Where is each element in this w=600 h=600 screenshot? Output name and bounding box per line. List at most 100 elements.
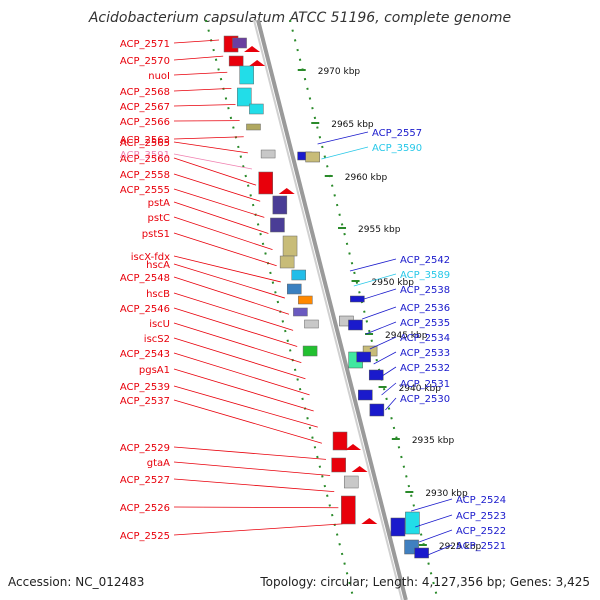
gene-label-left: gtaA [147, 458, 170, 469]
gene-label-left: hscA [146, 260, 170, 271]
gene-block [405, 511, 420, 535]
gene-label-left: nuoI [148, 71, 170, 82]
gene-connector [422, 544, 453, 558]
gene-connector [173, 201, 269, 234]
gene-label-right: ACP_2531 [400, 379, 450, 390]
gene-label-left: pstA [148, 198, 170, 209]
gene-block [260, 149, 276, 159]
gene-block [291, 269, 306, 281]
gene-connector [173, 55, 224, 61]
scale-label: 2940 kbp [399, 384, 442, 394]
gene-connector [173, 478, 335, 493]
gene-connector [173, 322, 302, 363]
gene-connector [173, 292, 294, 331]
gene-block [246, 123, 261, 131]
backbone-line [256, 19, 408, 600]
scale-label: 2965 kbp [331, 120, 374, 130]
gene-block [414, 547, 429, 559]
gene-arrow [278, 188, 295, 194]
gene-block [343, 475, 359, 489]
scale-label: 2950 kbp [372, 278, 415, 288]
gene-label-left: ACP_2570 [120, 56, 170, 67]
gene-connector [173, 368, 314, 412]
scale-label: 2970 kbp [318, 67, 361, 77]
gene-label-left: ACP_2555 [120, 185, 170, 196]
gene-block [356, 351, 371, 363]
gene-connector [173, 461, 331, 476]
gene-connector [415, 514, 453, 528]
gene-connector [377, 366, 397, 380]
gene-block [341, 495, 356, 525]
gene-label-left: ACP_2565 [120, 138, 170, 149]
gene-block [258, 171, 273, 195]
gene-label-right: ACP_2530 [400, 394, 450, 405]
scale-label: 2945 kbp [385, 331, 428, 341]
gene-label-left: ACP_2560 [120, 154, 170, 165]
genome-summary-text: Topology: circular; Length: 4,127,356 bp… [260, 575, 590, 589]
gene-connector [173, 71, 228, 76]
gene-block [228, 55, 244, 67]
backbone-shadow [252, 19, 403, 600]
gene-label-left: ACP_2567 [120, 102, 170, 113]
gene-block [249, 103, 264, 115]
gene-label-right: ACP_2532 [400, 363, 450, 374]
gene-block [279, 255, 295, 269]
gene-block [270, 217, 285, 233]
gene-label-right: ACP_3590 [372, 143, 422, 154]
gene-label-left: ACP_2527 [120, 475, 170, 486]
gene-label-left: ACP_2529 [120, 443, 170, 454]
gene-label-right: ACP_2538 [400, 285, 450, 296]
gene-block [298, 295, 313, 305]
gene-connector [173, 523, 343, 536]
gene-label-left: pstS1 [142, 229, 170, 240]
gene-connector [173, 104, 236, 107]
gene-connector [418, 529, 453, 543]
gene-connector [321, 146, 369, 160]
gene-label-right: ACP_2535 [400, 318, 450, 329]
gene-block [237, 87, 252, 107]
gene-label-right: ACP_2523 [456, 511, 506, 522]
gene-block [331, 457, 346, 473]
gene-label-right: ACP_2557 [372, 128, 422, 139]
scale-label: 2955 kbp [358, 225, 401, 235]
gene-block [232, 37, 247, 49]
gene-label-right: ACP_2536 [400, 303, 450, 314]
gene-label-left: ACP_2571 [120, 39, 170, 50]
gene-connector [317, 131, 369, 145]
gene-connector [173, 153, 253, 170]
gene-connector [173, 173, 261, 202]
gene-label-left: hscB [146, 289, 170, 300]
gene-connector [173, 232, 277, 267]
gene-block [358, 389, 373, 401]
gene-connector [173, 399, 322, 444]
gene-block [305, 151, 320, 163]
gene-block [293, 307, 308, 317]
gene-connector [381, 382, 397, 396]
gene-connector [173, 352, 310, 396]
gene-arrow [249, 60, 266, 66]
gene-connector [369, 336, 397, 350]
gene-label-left: iscU [149, 319, 170, 330]
gene-label-left: ACP_2546 [120, 304, 170, 315]
gene-block [272, 195, 288, 215]
gene-block [287, 283, 302, 295]
gene-connector [173, 255, 281, 283]
gene-connector [173, 263, 285, 299]
gene-connector [365, 321, 397, 335]
gene-block [390, 517, 406, 537]
scale-label: 2930 kbp [425, 489, 468, 499]
gene-connector [353, 273, 397, 287]
gene-connector [357, 288, 397, 302]
gene-labels: ACP_2571 ACP_2570 nuoI ACP_2568 ACP_2567 ACP_… [120, 39, 506, 558]
gene-block [348, 319, 363, 331]
gene-block [282, 235, 298, 257]
gene-arrow [345, 444, 362, 450]
gene-label-right: ACP_2542 [400, 255, 450, 266]
gene-label-right: ACP_3589 [400, 270, 450, 281]
gene-label-left: ACP_2566 [120, 117, 170, 128]
gene-connector [173, 39, 220, 44]
gene-label-left: pgsA1 [139, 365, 170, 376]
gene-connector [173, 87, 232, 92]
gene-label-left: iscX-fdx [131, 252, 170, 263]
